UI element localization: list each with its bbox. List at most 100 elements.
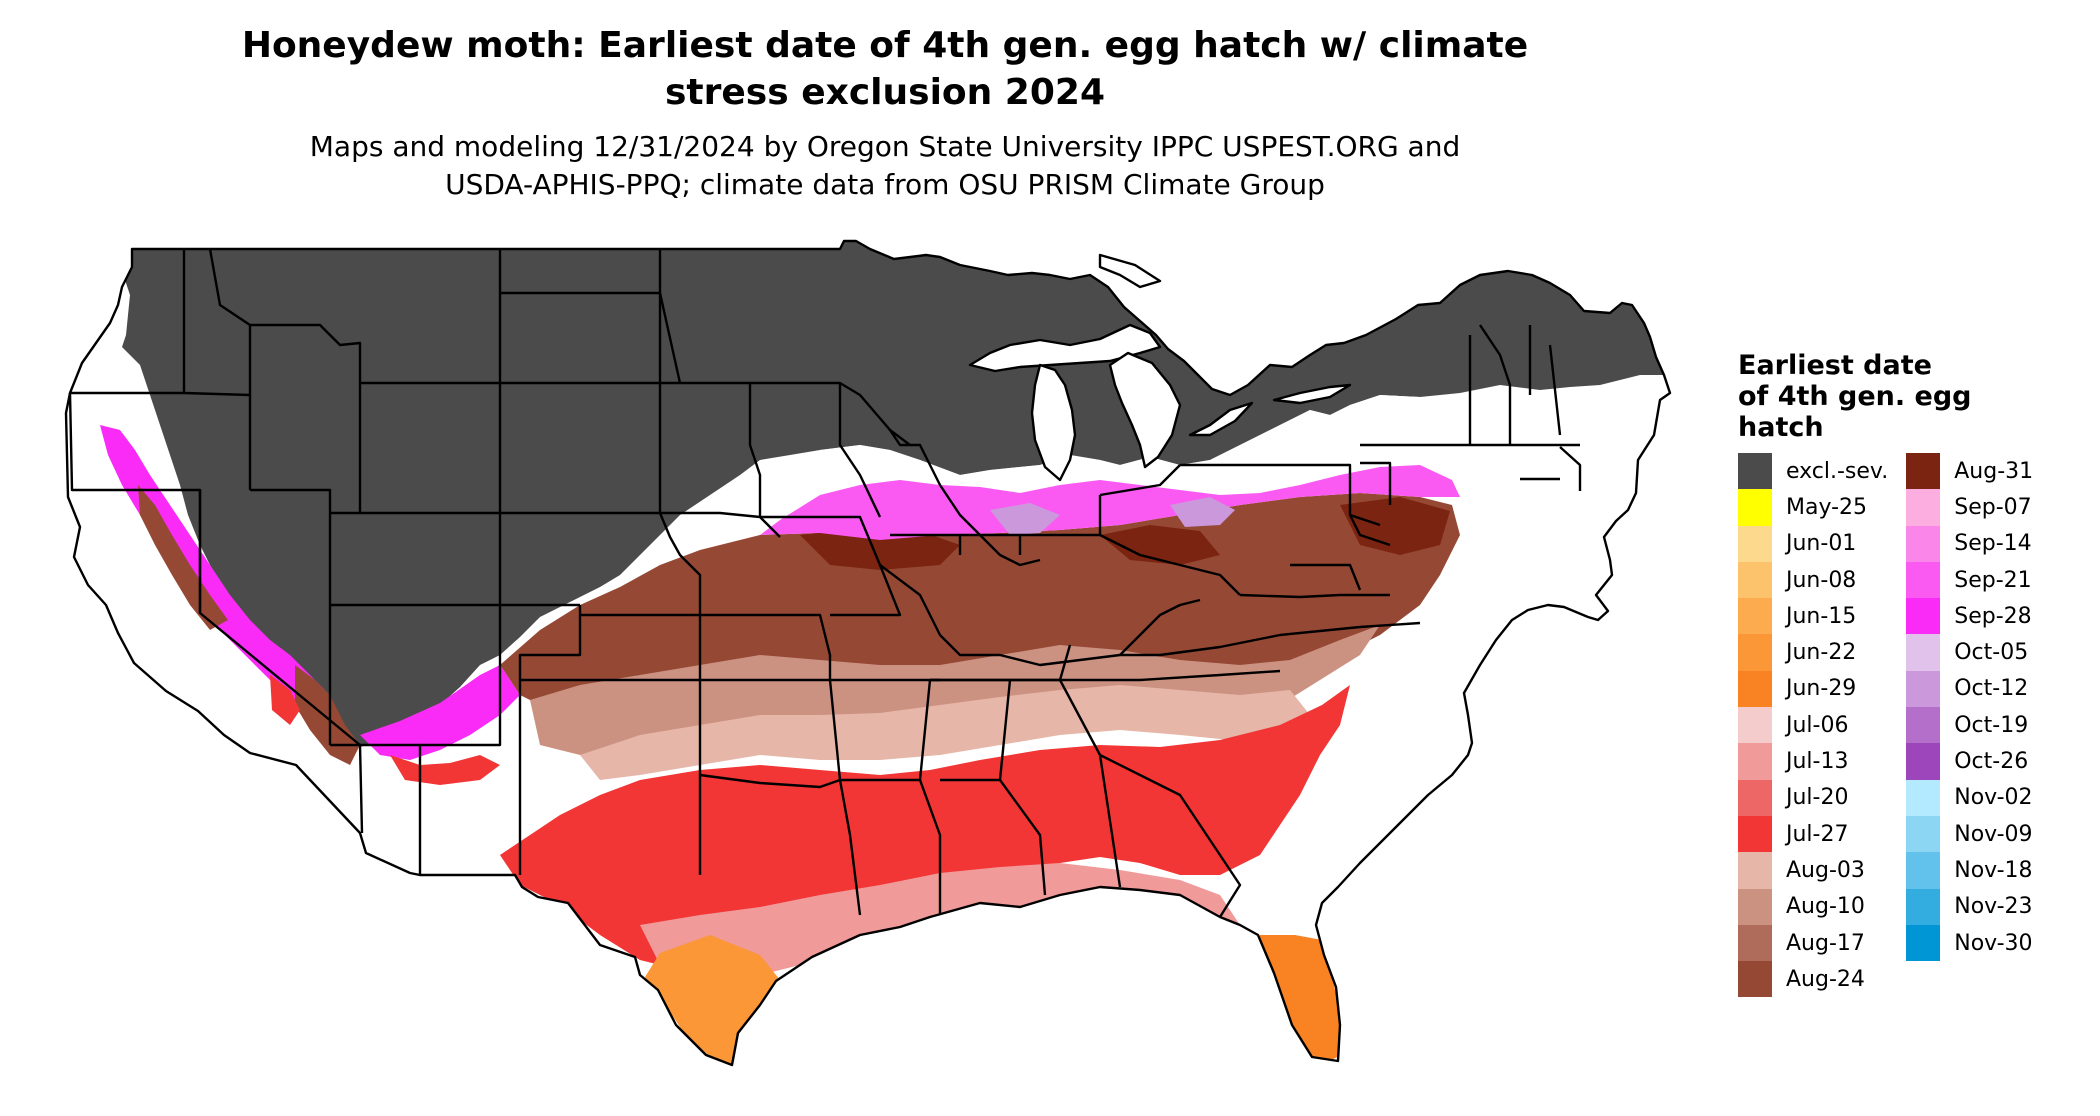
legend-swatch xyxy=(1906,634,1941,671)
legend-swatch xyxy=(1738,525,1772,562)
legend-swatch xyxy=(1906,743,1941,780)
legend-item: Jun-22 xyxy=(1738,634,1888,671)
legend-column-1: excl.-sev. May-25 Jun-01 Jun-08 Jun-15 Jun-22… xyxy=(1738,453,1889,998)
legend-swatch xyxy=(1738,815,1772,853)
late-august-band xyxy=(500,493,1460,705)
legend-swatch xyxy=(1906,888,1941,925)
legend-label: Jun-22 xyxy=(1786,640,1857,666)
color-legend: Earliest date of 4th gen. egg hatch excl… xyxy=(1738,350,2078,998)
legend-item: excl.-sev. xyxy=(1738,453,1889,490)
legend-swatch xyxy=(1906,598,1941,635)
legend-item: Jun-15 xyxy=(1738,598,1888,635)
legend-item: Oct-26 xyxy=(1906,743,2033,780)
legend-item: Jun-08 xyxy=(1738,561,1888,599)
legend-swatch xyxy=(1738,743,1772,780)
legend-item: Jun-29 xyxy=(1738,670,1888,708)
legend-item: Nov-18 xyxy=(1906,852,2033,889)
legend-swatch xyxy=(1738,888,1772,925)
legend-item: Aug-10 xyxy=(1738,888,1888,925)
florida-tip-may xyxy=(1300,1061,1360,1065)
legend-label: Jul-13 xyxy=(1786,749,1849,775)
legend-item: Aug-24 xyxy=(1738,961,1888,998)
legend-swatch xyxy=(1906,779,1941,816)
legend-label: Aug-10 xyxy=(1786,894,1865,920)
legend-swatch xyxy=(1906,670,1941,708)
legend-item: Oct-12 xyxy=(1906,670,2033,708)
legend-label: May-25 xyxy=(1786,494,1868,520)
us-degree-day-map xyxy=(64,239,1672,1067)
legend-label: Oct-05 xyxy=(1954,640,2029,666)
legend-label: Jul-27 xyxy=(1786,821,1849,847)
legend-label: Jun-01 xyxy=(1786,531,1857,557)
legend-item: Nov-30 xyxy=(1906,924,2033,962)
legend-item: Jul-20 xyxy=(1738,779,1888,816)
florida-june xyxy=(1258,935,1342,1065)
aug-31-patches xyxy=(800,497,1450,570)
map-subtitle-line-1: Maps and modeling 12/31/2024 by Oregon S… xyxy=(309,130,1461,163)
legend-item: Aug-31 xyxy=(1906,453,2034,490)
legend-swatch xyxy=(1906,489,1941,526)
legend-item: Oct-05 xyxy=(1906,634,2033,671)
legend-item: Jun-01 xyxy=(1738,525,1888,562)
legend-title-line-2: of 4th gen. egg xyxy=(1738,381,1972,412)
california-valley-august xyxy=(138,485,360,765)
legend-columns: excl.-sev. May-25 Jun-01 Jun-08 Jun-15 Jun-22… xyxy=(1738,453,2078,998)
legend-label: Sep-28 xyxy=(1954,603,2032,629)
legend-swatch xyxy=(1738,453,1772,490)
legend-label: Sep-07 xyxy=(1954,494,2032,520)
legend-label: Sep-14 xyxy=(1954,531,2032,557)
aug-03-band xyxy=(580,685,1310,780)
legend-swatch xyxy=(1906,525,1941,562)
legend-title-line-3: hatch xyxy=(1738,412,1824,443)
legend-swatch xyxy=(1738,707,1772,744)
legend-item: Nov-23 xyxy=(1906,888,2033,925)
legend-swatch xyxy=(1738,561,1772,599)
legend-swatch xyxy=(1906,924,1941,962)
legend-swatch xyxy=(1738,598,1772,635)
legend-label: Aug-24 xyxy=(1786,966,1865,992)
map-subtitle: Maps and modeling 12/31/2024 by Oregon S… xyxy=(40,128,1730,204)
legend-label: Sep-21 xyxy=(1954,567,2032,593)
legend-swatch xyxy=(1906,815,1941,853)
legend-label: Nov-30 xyxy=(1954,930,2033,956)
legend-swatch xyxy=(1906,707,1941,744)
legend-item: Sep-28 xyxy=(1906,598,2033,635)
legend-swatch xyxy=(1738,779,1772,816)
legend-item: May-25 xyxy=(1738,489,1888,526)
legend-label: Oct-26 xyxy=(1954,749,2029,775)
legend-item: Aug-03 xyxy=(1738,852,1888,889)
legend-label: Aug-17 xyxy=(1786,930,1865,956)
map-title: Honeydew moth: Earliest date of 4th gen.… xyxy=(40,22,1730,116)
legend-title-line-1: Earliest date xyxy=(1738,350,1932,381)
legend-item: Sep-14 xyxy=(1906,525,2033,562)
legend-swatch xyxy=(1906,561,1941,599)
legend-swatch xyxy=(1738,924,1772,962)
legend-item: Sep-07 xyxy=(1906,489,2033,526)
arizona-july xyxy=(270,675,500,785)
legend-label: Oct-19 xyxy=(1954,712,2029,738)
legend-swatch xyxy=(1906,852,1941,889)
map-subtitle-line-2: USDA-APHIS-PPQ; climate data from OSU PR… xyxy=(445,168,1325,201)
legend-label: excl.-sev. xyxy=(1786,458,1889,484)
legend-label: Aug-31 xyxy=(1954,458,2034,484)
legend-title: Earliest date of 4th gen. egg hatch xyxy=(1738,350,2078,443)
legend-label: Jun-15 xyxy=(1786,603,1857,629)
legend-item: Jul-06 xyxy=(1738,707,1888,744)
legend-item: Oct-19 xyxy=(1906,707,2033,744)
legend-label: Nov-02 xyxy=(1954,785,2033,811)
legend-label: Nov-18 xyxy=(1954,857,2033,883)
legend-label: Jun-08 xyxy=(1786,567,1857,593)
map-title-line-2: stress exclusion 2024 xyxy=(665,72,1105,113)
legend-swatch xyxy=(1738,489,1772,526)
legend-label: Jul-06 xyxy=(1786,712,1849,738)
legend-swatch xyxy=(1906,453,1941,490)
legend-label: Jul-20 xyxy=(1786,785,1849,811)
legend-label: Aug-03 xyxy=(1786,857,1865,883)
legend-item: Jul-27 xyxy=(1738,815,1888,853)
map-title-line-1: Honeydew moth: Earliest date of 4th gen.… xyxy=(241,25,1529,66)
legend-item: Nov-09 xyxy=(1906,815,2033,853)
legend-swatch xyxy=(1738,852,1772,889)
map-fill-layer xyxy=(66,241,1670,1065)
legend-item: Nov-02 xyxy=(1906,779,2033,816)
september-fringe xyxy=(760,465,1460,540)
